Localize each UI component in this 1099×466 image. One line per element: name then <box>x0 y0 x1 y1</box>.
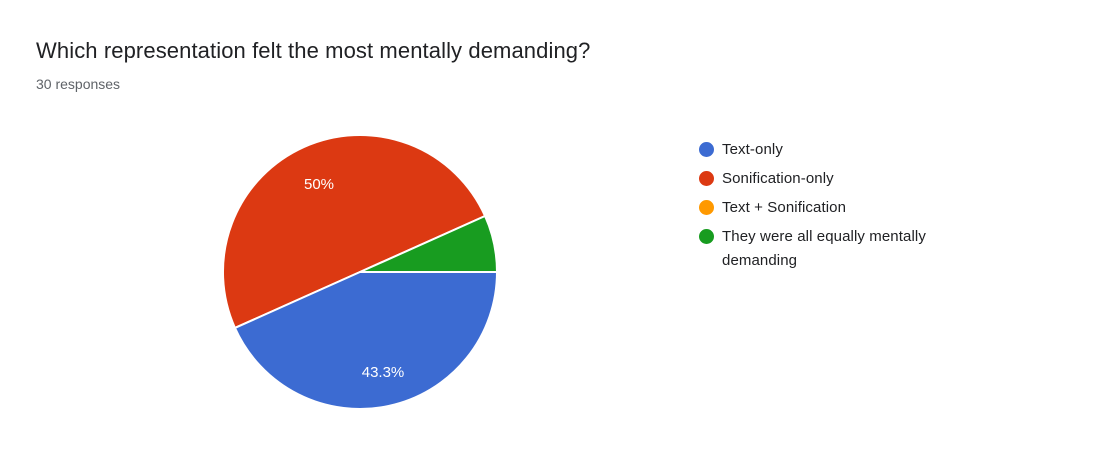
pie-slice-sonification-only[interactable] <box>222 134 487 329</box>
legend-item-text-only: Text-only <box>699 138 961 162</box>
legend-label-all-equally-demanding: They were all equally mentally demanding <box>722 228 926 269</box>
question-title: Which representation felt the most menta… <box>36 38 591 63</box>
legend-swatch-text-plus-sonification <box>699 200 714 215</box>
legend-item-sonification-only: Sonification-only <box>699 167 961 191</box>
legend-label-sonification-only: Sonification-only <box>722 170 834 187</box>
legend-swatch-text-only <box>699 142 714 157</box>
pie-slice-text-only[interactable] <box>233 271 498 410</box>
pie-svg <box>222 134 498 410</box>
legend-item-text-plus-sonification: Text + Sonification <box>699 196 961 220</box>
legend-label-text-plus-sonification: Text + Sonification <box>722 199 847 216</box>
legend: Text-only Sonification-only Text + Sonif… <box>699 138 961 273</box>
legend-label-text-only: Text-only <box>722 141 783 158</box>
legend-swatch-all-equally-demanding <box>699 229 714 244</box>
pie-chart: 50% 43.3% <box>222 134 498 410</box>
legend-item-all-equally-demanding: They were all equally mentally demanding <box>699 225 961 273</box>
pie-slice-all-equally-demanding[interactable] <box>359 215 498 273</box>
response-count: 30 responses <box>36 76 121 92</box>
legend-swatch-sonification-only <box>699 171 714 186</box>
